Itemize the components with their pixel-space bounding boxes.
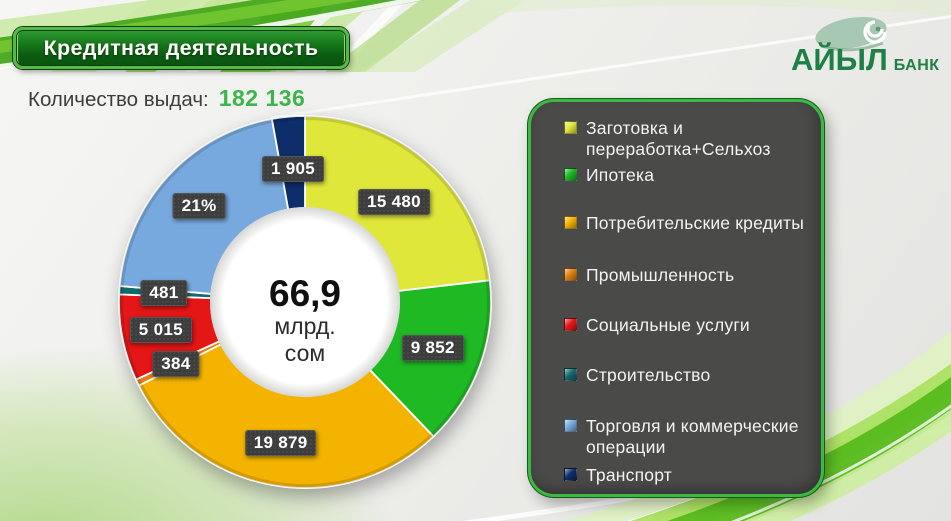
logo-word: БАНК	[893, 57, 940, 74]
issuance-count-label: Количество выдач:	[28, 88, 209, 111]
legend-label: Транспорт	[586, 465, 672, 485]
slice-label-5: 5 015	[129, 317, 192, 344]
legend-marker-icon	[564, 368, 577, 381]
legend-item-8: Транспорт	[564, 465, 809, 486]
legend-marker-icon	[564, 168, 577, 181]
slice-label-8: 1 905	[262, 155, 325, 182]
slice-label-3: 19 879	[244, 430, 317, 457]
legend-item-4: Промышленность	[564, 265, 809, 286]
legend-item-1: Заготовка и переработка+Сельхоз	[564, 118, 809, 160]
issuance-count-value: 182 136	[218, 85, 306, 111]
legend-marker-icon	[564, 268, 577, 281]
ram-icon	[815, 16, 887, 52]
logo-name: АЙЫЛ	[791, 42, 888, 77]
legend-label: Социальные услуги	[586, 315, 750, 335]
legend-marker-icon	[564, 121, 577, 134]
donut-chart: Заготовка и переработка+СельхозИпотекаПо…	[105, 102, 505, 502]
legend-marker-icon	[564, 216, 577, 229]
issuance-count: Количество выдач: 182 136	[28, 85, 305, 112]
legend-marker-icon	[564, 318, 577, 331]
slice-label-7: 21%	[172, 192, 226, 219]
legend-label: Торговля и коммерческие операции	[586, 416, 799, 457]
slice-label-6: 481	[140, 280, 188, 307]
legend-panel: Заготовка и переработка+Сельхоз Ипотека По…	[528, 99, 824, 497]
donut-hole	[210, 207, 400, 397]
slice-label-1: 15 480	[358, 188, 430, 215]
legend-item-3: Потребительские кредиты	[564, 213, 809, 234]
legend-item-7: Торговля и коммерческие операции	[564, 416, 809, 458]
legend-item-2: Ипотека	[564, 165, 809, 186]
slice-label-2: 9 852	[401, 335, 464, 361]
logo-text: АЙЫЛ БАНК	[791, 42, 949, 78]
slice-label-4: 384	[152, 351, 200, 378]
donut-outer-rim	[119, 116, 491, 488]
legend-item-6: Строительство	[564, 365, 809, 386]
legend-label: Строительство	[586, 365, 711, 385]
legend-label: Потребительские кредиты	[586, 213, 805, 233]
legend-marker-icon	[564, 468, 577, 481]
title-badge: Кредитная деятельность	[13, 27, 349, 69]
legend-label: Промышленность	[586, 265, 735, 285]
bank-logo: АЙЫЛ БАНК	[791, 10, 949, 80]
legend-label: Заготовка и переработка+Сельхоз	[586, 118, 771, 159]
page-title: Кредитная деятельность	[43, 35, 319, 60]
legend-label: Ипотека	[586, 165, 655, 185]
legend-marker-icon	[564, 419, 577, 432]
legend-item-5: Социальные услуги	[564, 315, 809, 336]
